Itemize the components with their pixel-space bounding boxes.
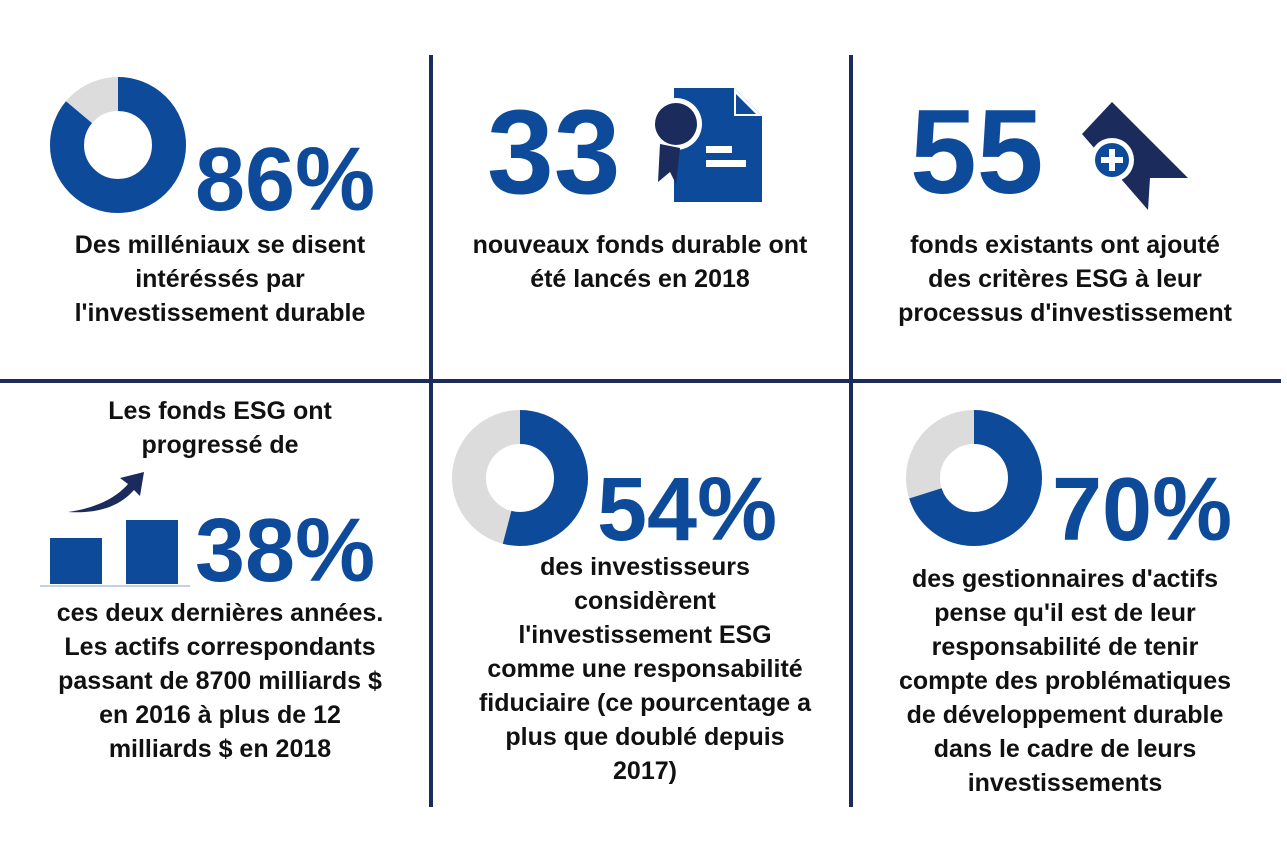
donut-segment [50, 77, 186, 213]
stat-description: ces deux dernières années. Les actifs co… [56, 599, 384, 763]
donut-segment [906, 410, 1042, 546]
stat-value: 54% [597, 460, 778, 560]
stat-description: des investisseurs considèrent l'investis… [478, 553, 812, 785]
stat-description: fonds existants ont ajouté des critères … [898, 231, 1232, 327]
stat-value: 55 [910, 85, 1044, 219]
stat-value: 86% [195, 130, 376, 230]
growth-bar-chart-icon [40, 472, 190, 587]
donut-chart-icon [906, 410, 1042, 546]
bookmark-plus-icon [1082, 102, 1188, 210]
donut-segment [452, 410, 588, 546]
stat-value: 33 [487, 85, 621, 219]
stat-description: des gestionnaires d'actifs pense qu'il e… [898, 565, 1232, 797]
certificate-document-icon [650, 88, 762, 202]
donut-chart-icon [452, 410, 588, 546]
donut-chart-icon [50, 77, 186, 213]
column-divider-right [849, 55, 853, 807]
column-divider-left [429, 55, 433, 807]
stat-value: 38% [195, 501, 376, 601]
stat-value: 70% [1052, 460, 1233, 560]
stat-description: Des milléniaux se disent intéréssés par … [74, 231, 366, 327]
stat-intro: Les fonds ESG ont progressé de [108, 397, 332, 459]
stat-description: nouveaux fonds durable ont été lancés en… [472, 231, 808, 293]
row-divider [0, 379, 1281, 383]
